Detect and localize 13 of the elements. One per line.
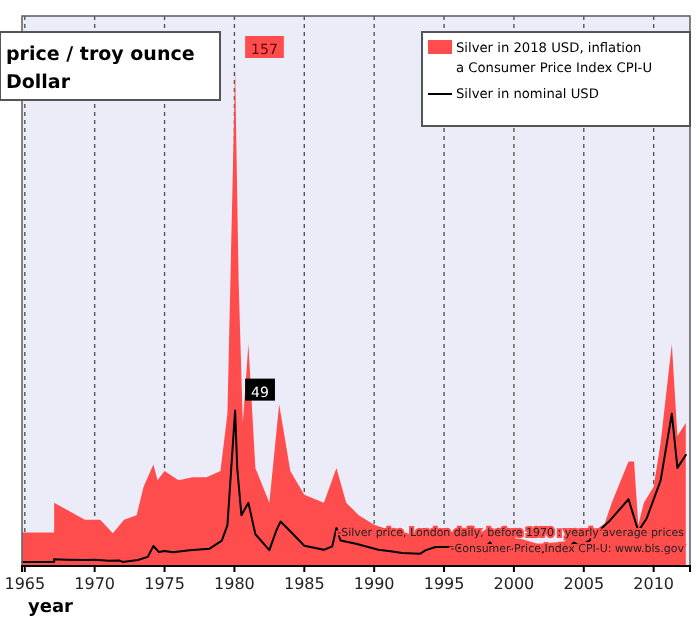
x-tick-label: 2000 — [493, 575, 535, 594]
x-tick-label: 1995 — [423, 575, 465, 594]
x-tick-label: 1975 — [144, 575, 185, 594]
x-axis-title: year — [28, 598, 75, 618]
x-tick-label: 1990 — [353, 575, 395, 594]
x-tick-label: 1985 — [283, 575, 325, 594]
x-tick-label: 1970 — [74, 575, 116, 594]
chart-title: price / troy ounce — [6, 44, 195, 66]
x-tick-label: 2005 — [563, 575, 605, 594]
chart-subtitle: Dollar — [6, 72, 71, 94]
x-tick-label: 2010 — [633, 575, 675, 594]
x-tick-label: 1965 — [4, 575, 46, 594]
x-tick-label: 1980 — [214, 575, 255, 594]
